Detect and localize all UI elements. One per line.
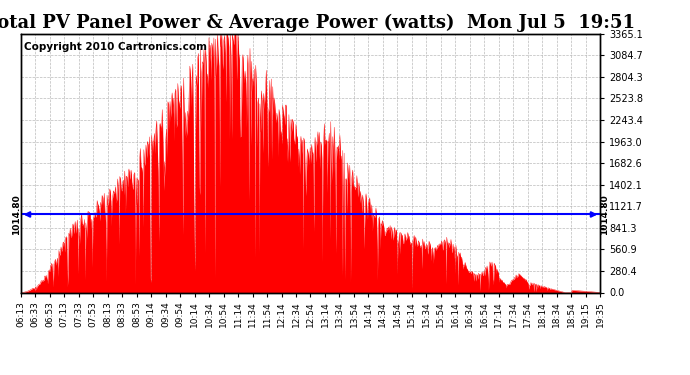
Text: Copyright 2010 Cartronics.com: Copyright 2010 Cartronics.com <box>23 42 206 51</box>
Text: 1014.80: 1014.80 <box>600 194 609 235</box>
Title: Total PV Panel Power & Average Power (watts)  Mon Jul 5  19:51: Total PV Panel Power & Average Power (wa… <box>0 14 635 32</box>
Text: 1014.80: 1014.80 <box>12 194 21 235</box>
